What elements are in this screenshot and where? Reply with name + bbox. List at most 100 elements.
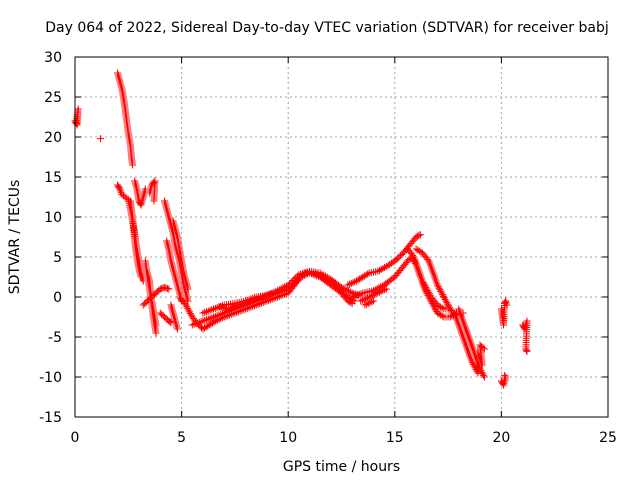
data-point	[195, 318, 203, 326]
data-point	[364, 270, 372, 278]
data-point	[424, 288, 432, 296]
data-point	[202, 316, 210, 324]
y-tick-label: 30	[44, 50, 62, 66]
data-point	[468, 359, 476, 367]
data-point	[357, 290, 365, 298]
data-point	[290, 275, 298, 283]
data-point	[320, 271, 328, 279]
data-point	[470, 362, 478, 370]
data-point	[444, 300, 452, 308]
data-point	[231, 302, 239, 310]
data-point	[479, 370, 487, 378]
data-point	[152, 329, 160, 337]
data-point	[409, 251, 417, 259]
data-point	[284, 281, 292, 289]
data-point	[420, 280, 428, 288]
data-point	[199, 317, 207, 325]
data-point	[277, 285, 285, 293]
data-point	[184, 285, 192, 293]
data-point	[253, 295, 261, 303]
data-point	[432, 306, 440, 314]
data-point	[272, 287, 280, 295]
data-point	[210, 313, 218, 321]
data-point	[374, 289, 382, 297]
data-point	[210, 318, 218, 326]
y-tick-label: 0	[53, 290, 62, 306]
data-point	[265, 290, 273, 298]
data-point	[242, 299, 250, 307]
data-point	[501, 371, 509, 379]
data-point	[344, 281, 352, 289]
data-point	[414, 232, 422, 240]
data-points	[71, 69, 531, 389]
data-point	[423, 285, 431, 293]
data-point	[425, 290, 433, 298]
data-point	[360, 295, 368, 303]
data-point	[286, 280, 294, 288]
data-point	[226, 304, 234, 312]
data-point	[97, 135, 105, 143]
data-point	[351, 278, 359, 286]
data-point	[274, 287, 282, 295]
data-point	[421, 282, 429, 290]
data-point	[218, 310, 226, 318]
data-point	[156, 285, 164, 293]
data-point	[295, 271, 303, 279]
data-point	[208, 314, 216, 322]
data-point	[338, 283, 345, 291]
data-point	[298, 270, 306, 278]
data-point	[323, 273, 331, 281]
data-point	[213, 304, 221, 312]
data-point	[183, 303, 191, 311]
data-point	[254, 295, 262, 303]
data-point	[434, 283, 442, 291]
data-point	[369, 291, 377, 299]
data-point	[382, 285, 390, 293]
data-point	[439, 292, 447, 300]
data-point	[377, 287, 385, 295]
y-tick-label: 15	[44, 170, 62, 186]
data-point	[150, 197, 158, 205]
data-point	[367, 292, 375, 300]
data-point	[438, 312, 446, 320]
x-tick-label: 15	[386, 430, 404, 446]
x-tick-label: 20	[492, 430, 510, 446]
x-tick-label: 10	[279, 430, 297, 446]
data-point	[279, 284, 287, 292]
data-point	[364, 299, 372, 307]
data-point	[72, 119, 80, 127]
data-point	[435, 284, 443, 292]
data-point	[361, 301, 369, 309]
data-point	[258, 293, 266, 301]
data-point	[339, 284, 347, 292]
data-point	[474, 369, 482, 377]
data-point	[162, 284, 170, 292]
data-point	[522, 346, 530, 354]
data-point	[197, 318, 205, 326]
data-point	[186, 310, 194, 318]
data-point	[161, 283, 169, 291]
data-point	[292, 274, 300, 282]
data-point	[445, 302, 453, 310]
data-point	[225, 305, 233, 313]
data-point	[381, 286, 389, 294]
data-point	[440, 294, 448, 302]
data-point	[478, 368, 486, 376]
data-point	[343, 286, 351, 294]
data-point	[262, 292, 270, 300]
data-point	[438, 304, 446, 312]
data-point	[260, 293, 268, 301]
data-point	[471, 364, 479, 372]
data-point	[468, 357, 476, 365]
data-point	[213, 312, 221, 320]
data-point	[438, 289, 446, 297]
data-point	[192, 320, 200, 328]
chart-title: Day 064 of 2022, Sidereal Day-to-day VTE…	[45, 20, 608, 36]
data-point	[201, 316, 209, 324]
data-point	[165, 285, 173, 293]
y-tick-label: -5	[48, 330, 62, 346]
data-point	[163, 284, 171, 292]
data-point	[375, 288, 383, 296]
y-axis-label: SDTVAR / TECUs	[7, 180, 23, 295]
x-tick-label: 5	[177, 430, 186, 446]
